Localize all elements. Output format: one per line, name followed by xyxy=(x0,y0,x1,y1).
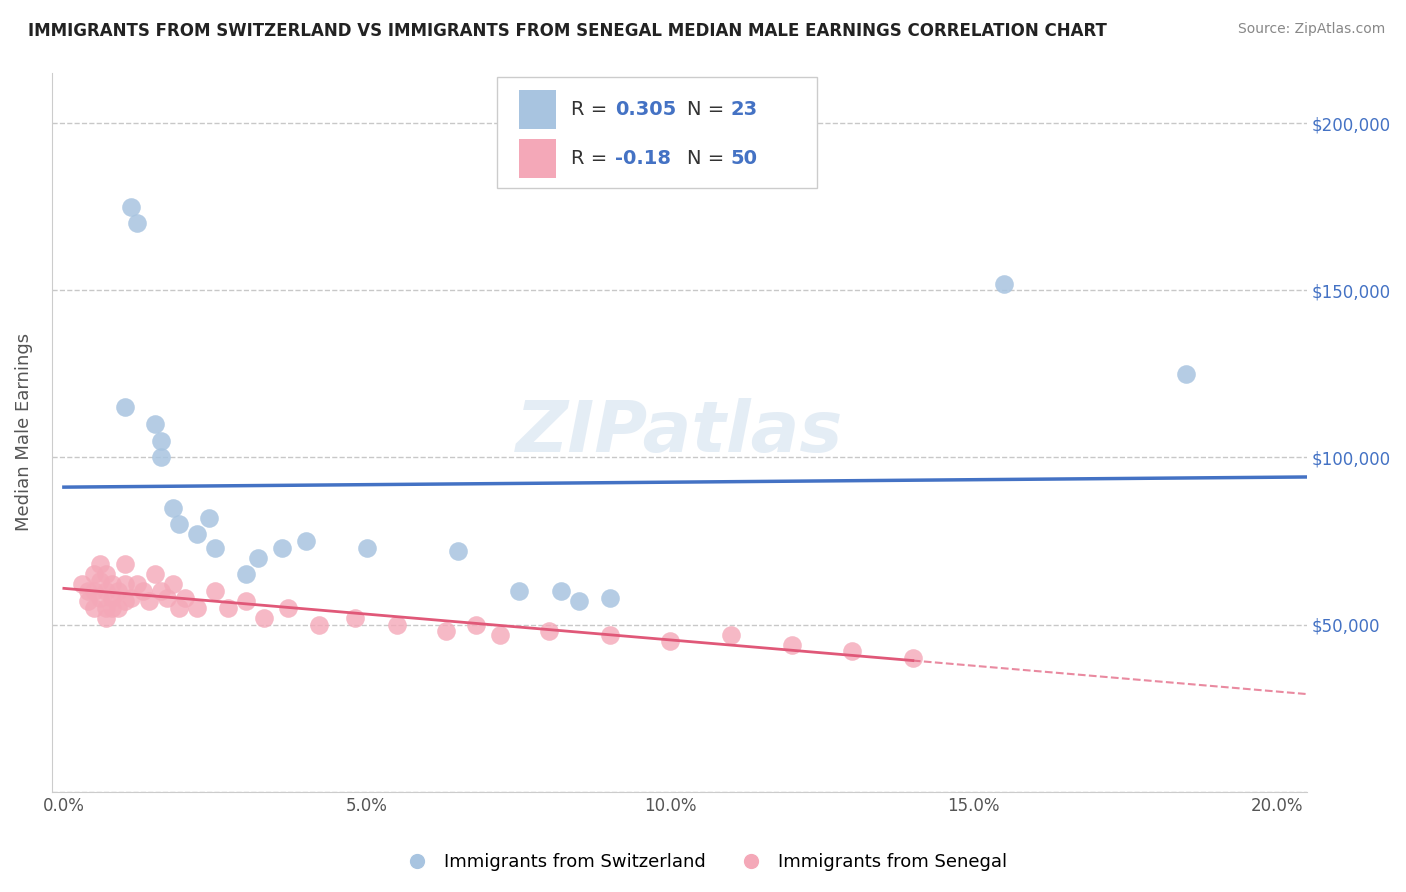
Text: -0.18: -0.18 xyxy=(616,149,671,168)
Text: ZIPatlas: ZIPatlas xyxy=(516,398,844,467)
FancyBboxPatch shape xyxy=(498,77,817,188)
Text: 23: 23 xyxy=(731,100,758,119)
Point xyxy=(246,550,269,565)
Point xyxy=(120,591,142,605)
Point xyxy=(70,577,93,591)
Point xyxy=(308,617,330,632)
Point xyxy=(447,544,470,558)
Point xyxy=(114,594,136,608)
Point xyxy=(162,577,184,591)
Point xyxy=(780,638,803,652)
Point xyxy=(167,600,190,615)
Point xyxy=(277,600,299,615)
Point xyxy=(235,594,257,608)
Point xyxy=(101,577,124,591)
Point xyxy=(132,584,155,599)
Point xyxy=(114,401,136,415)
Text: R =: R = xyxy=(571,149,614,168)
Point xyxy=(387,617,409,632)
Point xyxy=(107,584,129,599)
Text: IMMIGRANTS FROM SWITZERLAND VS IMMIGRANTS FROM SENEGAL MEDIAN MALE EARNINGS CORR: IMMIGRANTS FROM SWITZERLAND VS IMMIGRANT… xyxy=(28,22,1107,40)
Point xyxy=(550,584,572,599)
Point xyxy=(89,574,111,588)
Point xyxy=(83,600,105,615)
Point xyxy=(253,611,276,625)
Point xyxy=(841,644,863,658)
Point xyxy=(96,611,118,625)
Point xyxy=(149,584,172,599)
Point xyxy=(114,577,136,591)
Point xyxy=(186,527,208,541)
Point xyxy=(599,627,621,641)
Point xyxy=(125,216,148,230)
Point xyxy=(125,577,148,591)
Point xyxy=(343,611,366,625)
Point xyxy=(89,591,111,605)
Point xyxy=(167,517,190,532)
Text: R =: R = xyxy=(571,100,614,119)
Point xyxy=(659,634,682,648)
Point xyxy=(96,600,118,615)
Point xyxy=(204,541,226,555)
Point xyxy=(599,591,621,605)
Point xyxy=(149,434,172,448)
Point xyxy=(568,594,591,608)
Point xyxy=(143,567,166,582)
Point xyxy=(77,584,100,599)
Point xyxy=(96,584,118,599)
Point xyxy=(217,600,239,615)
Point xyxy=(162,500,184,515)
Point xyxy=(83,584,105,599)
FancyBboxPatch shape xyxy=(519,89,557,129)
Text: 50: 50 xyxy=(731,149,758,168)
Point xyxy=(149,450,172,465)
Point xyxy=(993,277,1015,291)
Text: Source: ZipAtlas.com: Source: ZipAtlas.com xyxy=(1237,22,1385,37)
Text: 0.305: 0.305 xyxy=(616,100,676,119)
Point xyxy=(156,591,179,605)
Point xyxy=(143,417,166,431)
Point xyxy=(107,600,129,615)
Text: N =: N = xyxy=(688,149,730,168)
Point xyxy=(295,533,318,548)
Point xyxy=(537,624,560,639)
Point xyxy=(174,591,197,605)
Point xyxy=(489,627,512,641)
Point xyxy=(198,510,221,524)
Point xyxy=(101,600,124,615)
Point xyxy=(83,567,105,582)
Point xyxy=(101,591,124,605)
Text: N =: N = xyxy=(688,100,730,119)
Point xyxy=(77,594,100,608)
FancyBboxPatch shape xyxy=(519,138,557,178)
Point xyxy=(204,584,226,599)
Point xyxy=(271,541,294,555)
Legend: Immigrants from Switzerland, Immigrants from Senegal: Immigrants from Switzerland, Immigrants … xyxy=(392,847,1014,879)
Point xyxy=(186,600,208,615)
Point xyxy=(138,594,160,608)
Point xyxy=(1174,367,1197,381)
Point xyxy=(114,558,136,572)
Point xyxy=(434,624,457,639)
Point xyxy=(89,558,111,572)
Point xyxy=(465,617,488,632)
Point xyxy=(720,627,742,641)
Point xyxy=(356,541,378,555)
Point xyxy=(120,200,142,214)
Point xyxy=(235,567,257,582)
Point xyxy=(508,584,530,599)
Point xyxy=(901,651,924,665)
Point xyxy=(96,567,118,582)
Y-axis label: Median Male Earnings: Median Male Earnings xyxy=(15,334,32,532)
